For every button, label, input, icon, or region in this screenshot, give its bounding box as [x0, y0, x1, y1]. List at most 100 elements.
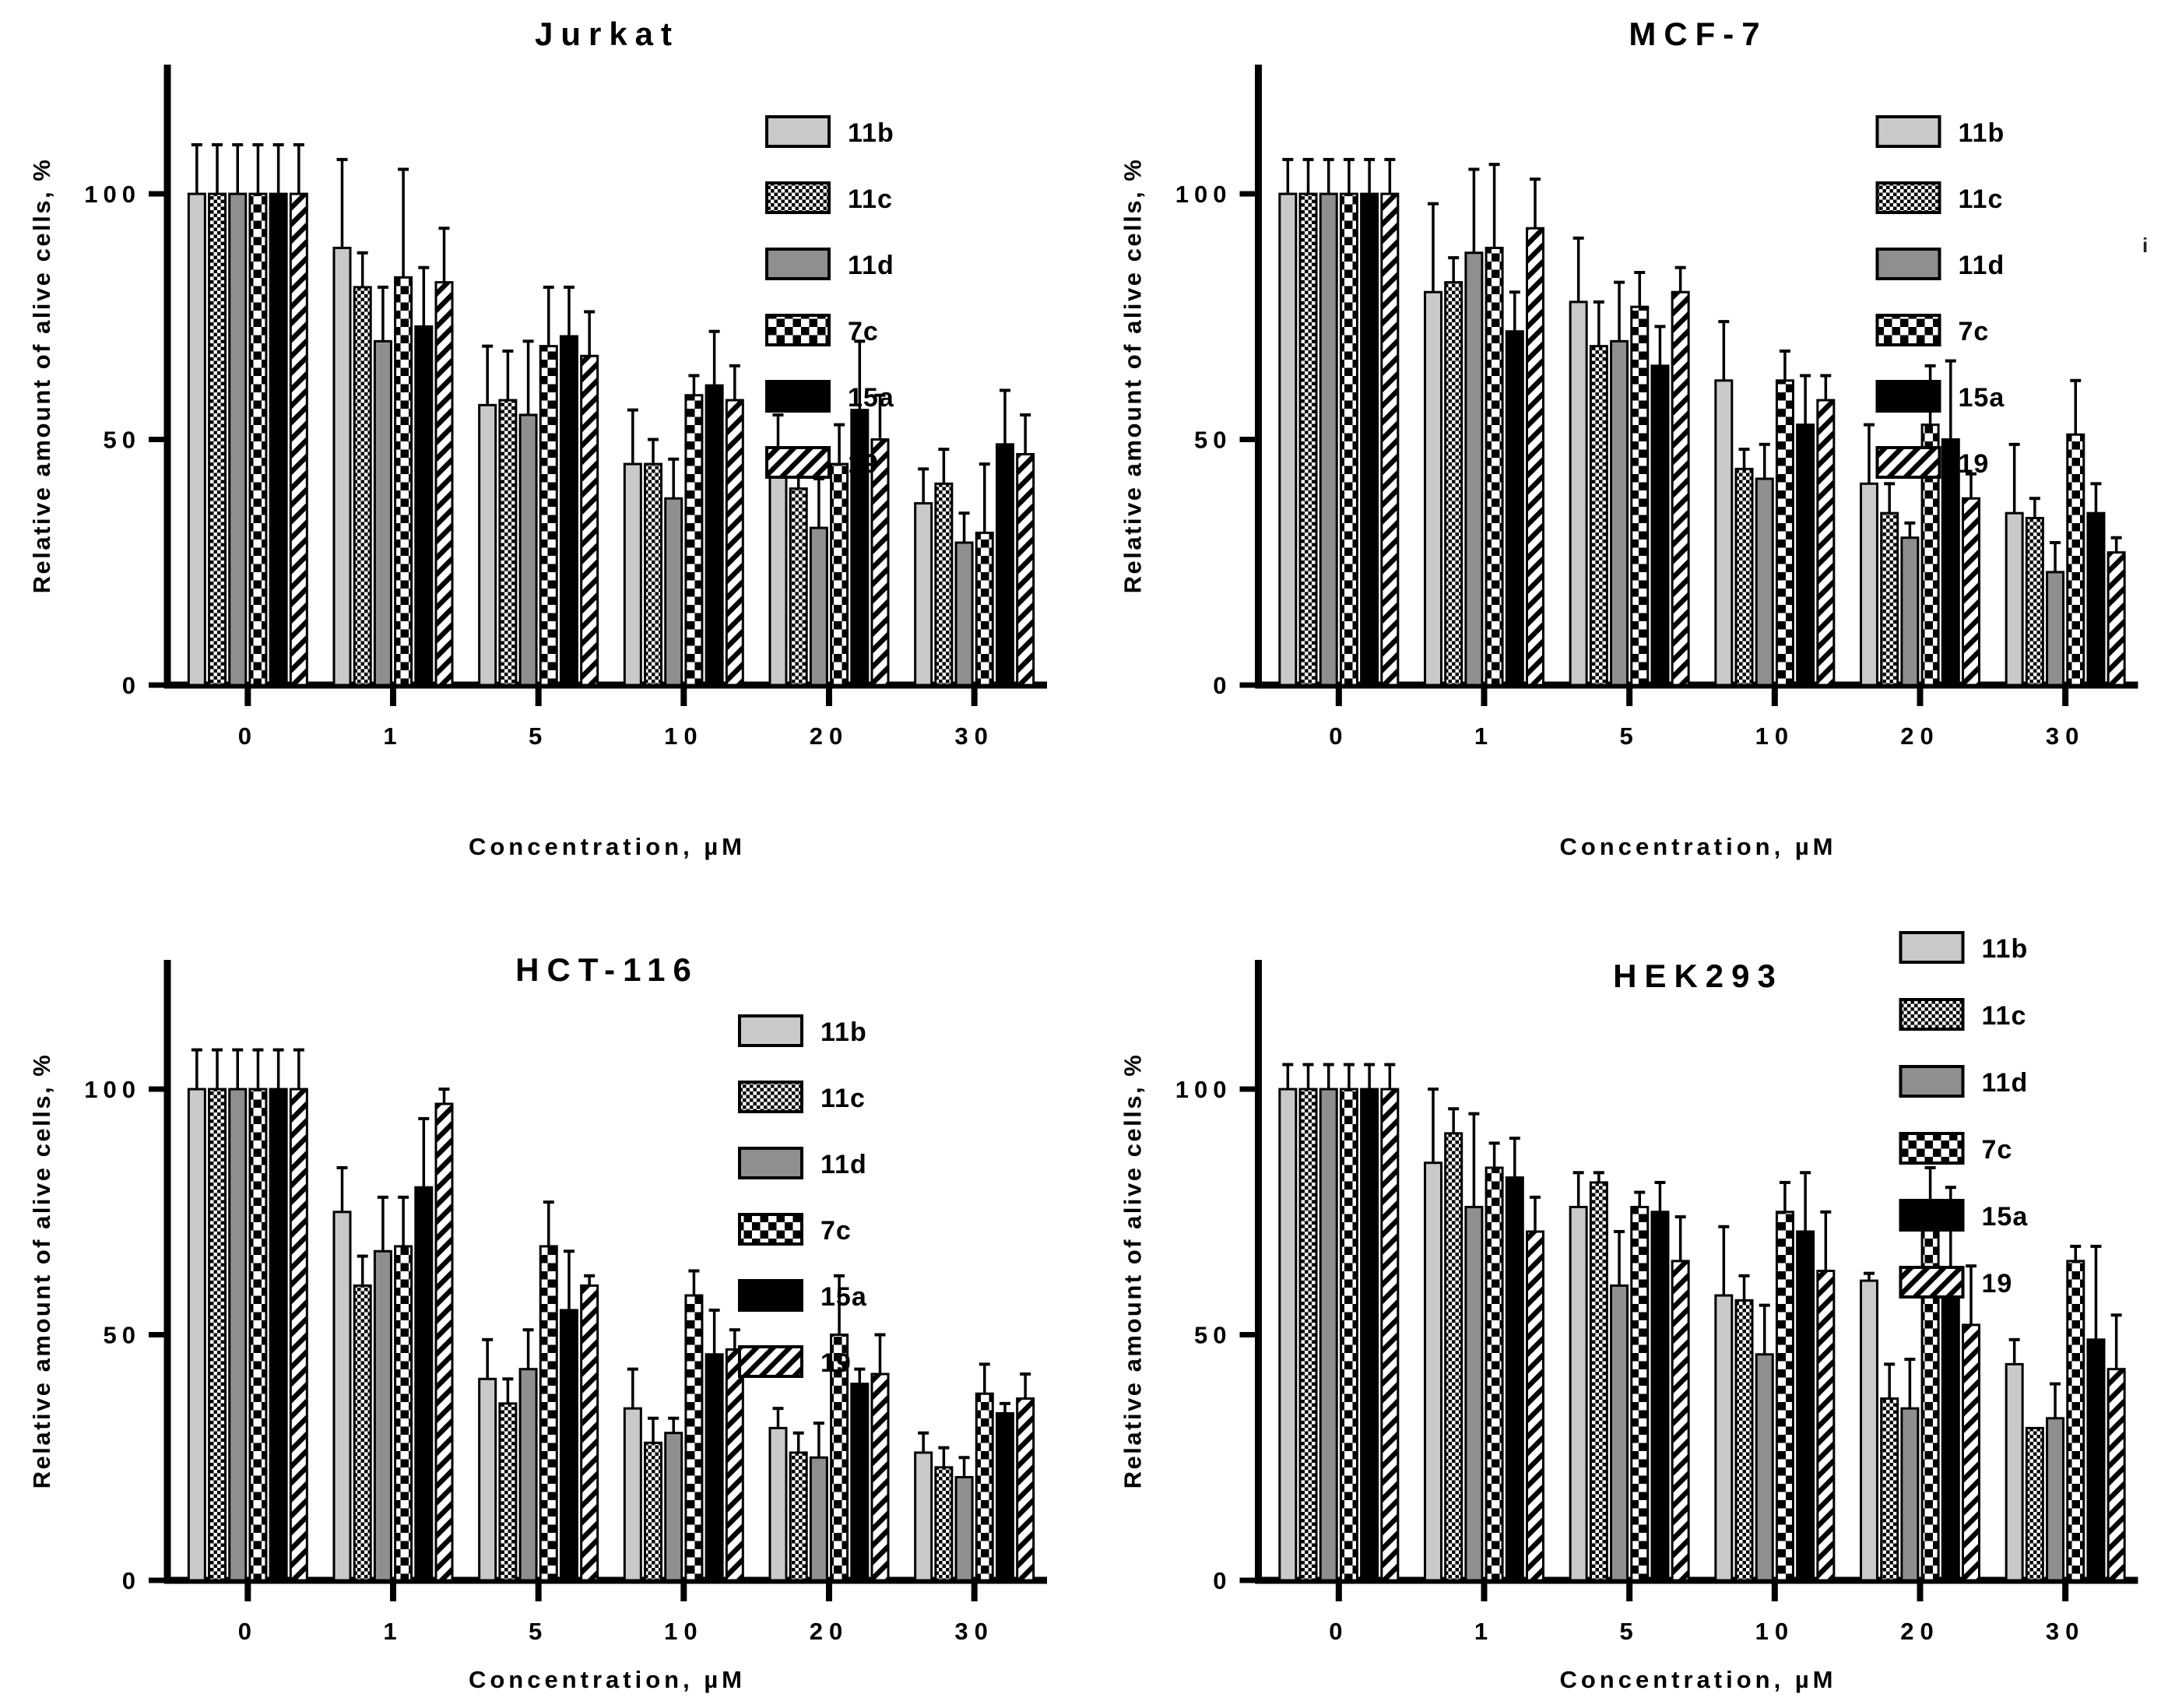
- legend-label-19: 19: [820, 1348, 852, 1378]
- panel-hek293: HEK293 0 50 100 Relative amount of alive cel…: [1091, 895, 2182, 1708]
- bar-11b-10: [1714, 379, 1734, 687]
- x-tick-label: 30: [2046, 722, 2085, 750]
- bar-19-30: [1016, 1397, 1035, 1582]
- legend-label-15a: 15a: [1959, 383, 2005, 413]
- bar-15a-0: [1360, 1088, 1379, 1582]
- x-tick-label: 30: [2046, 1618, 2085, 1645]
- x-tick-label: 5: [1620, 1618, 1639, 1645]
- bar-7c-1: [394, 1245, 413, 1582]
- legend-label-7c: 7c: [1982, 1135, 2013, 1165]
- legend-swatch-11d: [1899, 1065, 1965, 1098]
- bar-11c-30: [934, 482, 954, 687]
- bar-11b-0: [187, 192, 206, 687]
- bar-15a-1: [1505, 1176, 1524, 1582]
- legend-swatch-7c: [1875, 314, 1941, 346]
- legend-label-11b: 11b: [848, 118, 894, 148]
- bar-19-20: [870, 1372, 890, 1582]
- legend-label-11d: 11d: [820, 1150, 867, 1179]
- bar-19-30: [1016, 452, 1035, 687]
- panel-title: HCT-116: [515, 951, 699, 988]
- x-tick-label: 0: [238, 722, 258, 750]
- bar-15a-20: [1941, 1284, 1960, 1582]
- legend-label-11c: 11c: [820, 1084, 866, 1113]
- bar-19-30: [2106, 1368, 2126, 1582]
- bar-11d-10: [664, 497, 683, 687]
- legend-label-15a: 15a: [1982, 1202, 2029, 1232]
- bar-11c-20: [789, 487, 808, 687]
- bar-19-5: [1671, 290, 1690, 687]
- x-tick-label: 10: [1755, 1618, 1794, 1645]
- legend-label-11d: 11d: [1982, 1068, 2029, 1098]
- bar-11b-10: [623, 462, 642, 687]
- legend-swatch-11c: [738, 1081, 803, 1113]
- bar-11d-10: [664, 1432, 683, 1582]
- x-tick-label: 20: [1900, 1618, 1939, 1645]
- bar-11b-20: [768, 467, 788, 687]
- bar-11d-0: [1319, 192, 1338, 687]
- bar-11d-30: [2046, 1417, 2065, 1582]
- y-axis-label: Relative amount of alive cells, %: [28, 1053, 55, 1489]
- bar-15a-10: [1796, 423, 1815, 687]
- legend-swatch-15a: [1875, 380, 1941, 413]
- bar-7c-10: [1775, 379, 1794, 687]
- bar-11b-10: [1714, 1294, 1734, 1582]
- legend-swatch-19: [1875, 446, 1941, 479]
- bar-19-1: [434, 281, 454, 687]
- bar-15a-20: [850, 1383, 870, 1582]
- legend-swatch-11c: [1875, 181, 1941, 214]
- legend-swatch-15a: [738, 1279, 803, 1312]
- x-tick-label: 30: [954, 722, 993, 750]
- legend-label-11b: 11b: [1982, 934, 2029, 964]
- chart-hct116: HCT-116 0 50 100 Relative amount of alive ce…: [28, 951, 1047, 1693]
- y-tick-label: 50: [104, 427, 141, 454]
- bar-11b-20: [768, 1426, 788, 1582]
- bar-11b-1: [332, 246, 352, 687]
- bar-19-5: [580, 1284, 599, 1582]
- legend-label-11c: 11c: [1959, 185, 2004, 214]
- legend-label-15a: 15a: [820, 1282, 867, 1312]
- bar-11d-20: [809, 526, 828, 687]
- x-tick-label: 20: [1900, 722, 1939, 750]
- bar-7c-30: [975, 531, 994, 687]
- legend-swatch-7c: [738, 1213, 803, 1246]
- bar-7c-5: [539, 1245, 558, 1582]
- stray-mark-i: i: [2142, 234, 2149, 257]
- x-tick-label: 0: [1329, 722, 1348, 750]
- bar-7c-30: [2066, 1260, 2085, 1582]
- bar-7c-10: [1775, 1211, 1794, 1582]
- bar-11b-5: [478, 403, 497, 687]
- legend-swatch-11b: [1899, 931, 1965, 964]
- x-axis-label: Concentration, µM: [469, 833, 746, 860]
- y-tick-label: 100: [84, 1076, 141, 1103]
- bar-11b-5: [1569, 1205, 1588, 1582]
- bar-19-10: [725, 399, 744, 687]
- legend-swatch-19: [738, 1345, 803, 1378]
- y-tick-label: 0: [122, 1567, 141, 1594]
- bar-7c-1: [394, 276, 413, 687]
- bar-15a-1: [414, 1186, 434, 1582]
- legend-swatch-11b: [1875, 115, 1941, 148]
- y-tick-label: 50: [104, 1322, 141, 1349]
- bar-15a-10: [704, 1353, 724, 1582]
- bar-7c-5: [539, 345, 558, 687]
- bar-19-5: [1671, 1260, 1690, 1582]
- legend-swatch-7c: [1899, 1132, 1965, 1165]
- bar-15a-0: [1360, 192, 1379, 687]
- x-tick-label: 1: [1474, 722, 1494, 750]
- y-axis-label: Relative amount of alive cells, %: [1119, 158, 1147, 594]
- bar-11d-5: [518, 1368, 538, 1582]
- bar-11b-1: [332, 1211, 352, 1582]
- bar-7c-30: [2066, 433, 2085, 687]
- bar-7c-30: [975, 1392, 994, 1582]
- bar-11b-0: [1278, 192, 1298, 687]
- bar-11d-1: [1464, 1205, 1484, 1582]
- bar-15a-0: [269, 1088, 288, 1582]
- bar-15a-30: [995, 1411, 1014, 1582]
- bar-7c-0: [1339, 1088, 1358, 1582]
- legend-label-19: 19: [1982, 1269, 2013, 1299]
- bar-19-5: [580, 354, 599, 687]
- legend-label-11c: 11c: [848, 185, 893, 214]
- y-tick-label: 0: [1213, 1567, 1232, 1594]
